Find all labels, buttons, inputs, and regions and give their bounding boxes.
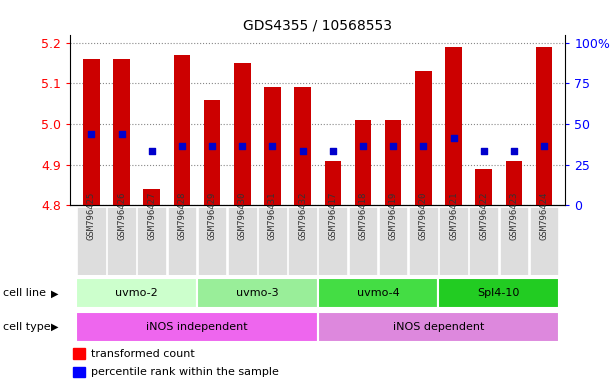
Bar	[475, 169, 492, 205]
FancyBboxPatch shape	[439, 207, 468, 275]
Point	[328, 147, 338, 154]
FancyBboxPatch shape	[288, 207, 317, 275]
FancyBboxPatch shape	[197, 278, 318, 308]
FancyBboxPatch shape	[409, 207, 437, 275]
Text: GSM796420: GSM796420	[419, 191, 428, 240]
Text: GSM796418: GSM796418	[359, 191, 367, 240]
Text: GSM796427: GSM796427	[147, 191, 156, 240]
Bar	[144, 189, 160, 205]
Point	[419, 143, 428, 149]
Bar	[73, 367, 85, 377]
FancyBboxPatch shape	[349, 207, 378, 275]
FancyBboxPatch shape	[108, 207, 136, 275]
Text: cell type: cell type	[3, 322, 51, 332]
FancyBboxPatch shape	[77, 207, 106, 275]
FancyBboxPatch shape	[76, 312, 318, 342]
Text: uvmo-3: uvmo-3	[236, 288, 279, 298]
Text: uvmo-4: uvmo-4	[357, 288, 400, 298]
Bar	[415, 71, 431, 205]
Text: percentile rank within the sample: percentile rank within the sample	[91, 367, 279, 377]
Text: GSM796430: GSM796430	[238, 191, 247, 240]
Bar	[445, 47, 462, 205]
Text: GSM796421: GSM796421	[449, 191, 458, 240]
Point	[117, 131, 126, 137]
Bar	[234, 63, 251, 205]
FancyBboxPatch shape	[198, 207, 227, 275]
FancyBboxPatch shape	[258, 207, 287, 275]
Bar	[113, 59, 130, 205]
Point	[479, 147, 489, 154]
FancyBboxPatch shape	[137, 207, 166, 275]
Point	[358, 143, 368, 149]
Text: transformed count: transformed count	[91, 349, 195, 359]
Text: GSM796419: GSM796419	[389, 191, 398, 240]
Text: Spl4-10: Spl4-10	[478, 288, 520, 298]
FancyBboxPatch shape	[318, 207, 347, 275]
FancyBboxPatch shape	[469, 207, 498, 275]
Point	[238, 143, 247, 149]
Point	[388, 143, 398, 149]
Bar	[295, 88, 311, 205]
Text: GSM796423: GSM796423	[510, 191, 518, 240]
Text: GSM796422: GSM796422	[479, 191, 488, 240]
Text: GSM796426: GSM796426	[117, 191, 126, 240]
FancyBboxPatch shape	[167, 207, 196, 275]
Text: GSM796429: GSM796429	[208, 191, 216, 240]
FancyBboxPatch shape	[76, 278, 197, 308]
Bar	[73, 348, 85, 359]
Text: GSM796428: GSM796428	[177, 191, 186, 240]
Text: cell line: cell line	[3, 288, 46, 298]
Bar	[385, 120, 401, 205]
Point	[298, 147, 307, 154]
Text: iNOS independent: iNOS independent	[146, 322, 248, 332]
Text: GSM796424: GSM796424	[540, 191, 549, 240]
FancyBboxPatch shape	[500, 207, 528, 275]
Bar	[204, 100, 221, 205]
Text: ▶: ▶	[51, 322, 58, 332]
Text: GSM796431: GSM796431	[268, 191, 277, 240]
Text: iNOS dependent: iNOS dependent	[393, 322, 484, 332]
Point	[448, 135, 458, 141]
FancyBboxPatch shape	[530, 207, 558, 275]
FancyBboxPatch shape	[228, 207, 257, 275]
Bar	[355, 120, 371, 205]
Text: uvmo-2: uvmo-2	[115, 288, 158, 298]
Point	[539, 143, 549, 149]
Point	[177, 143, 187, 149]
Text: GSM796432: GSM796432	[298, 191, 307, 240]
Title: GDS4355 / 10568553: GDS4355 / 10568553	[243, 18, 392, 32]
FancyBboxPatch shape	[318, 278, 439, 308]
Point	[147, 147, 156, 154]
Text: GSM796425: GSM796425	[87, 191, 96, 240]
Bar	[324, 161, 341, 205]
Text: ▶: ▶	[51, 288, 58, 298]
Bar	[174, 55, 190, 205]
Bar	[264, 88, 280, 205]
Bar	[536, 47, 552, 205]
Bar	[83, 59, 100, 205]
Point	[509, 147, 519, 154]
Bar	[505, 161, 522, 205]
Point	[207, 143, 217, 149]
FancyBboxPatch shape	[439, 278, 559, 308]
Point	[268, 143, 277, 149]
Point	[87, 131, 97, 137]
FancyBboxPatch shape	[379, 207, 408, 275]
Text: GSM796417: GSM796417	[328, 191, 337, 240]
FancyBboxPatch shape	[318, 312, 559, 342]
